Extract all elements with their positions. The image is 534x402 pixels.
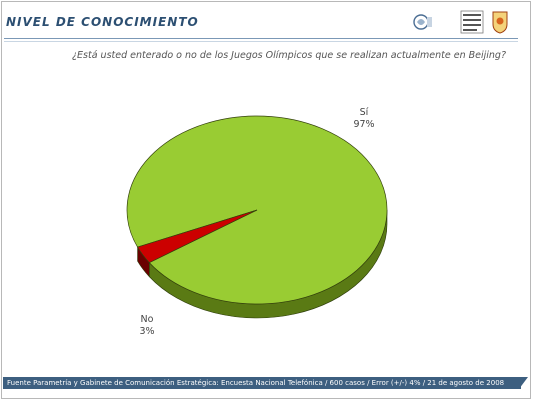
header-divider [4,38,518,42]
pie-slice-si [126,115,388,305]
pie-label-no-category: No [141,314,154,325]
shield-logo-icon [492,11,508,34]
agency-logo-icon [413,14,432,30]
pie-label-no-value: 3% [139,326,154,337]
pie-label-si-value: 97% [353,119,374,130]
footer-corner [519,377,528,389]
pie-label-si-category: Sí [360,107,369,118]
pie-slice-no [137,209,258,264]
pie-label-si: Sí 97% [353,107,374,130]
page-title: NIVEL DE CONOCIMIENTO [6,15,199,29]
survey-question: ¿Está usted enterado o no de los Juegos … [72,50,506,61]
source-footer: Fuente Parametría y Gabinete de Comunica… [3,377,521,389]
gabinete-logo-icon [460,10,484,34]
pie-label-no: No 3% [139,314,154,337]
source-footer-text: Fuente Parametría y Gabinete de Comunica… [7,379,505,387]
